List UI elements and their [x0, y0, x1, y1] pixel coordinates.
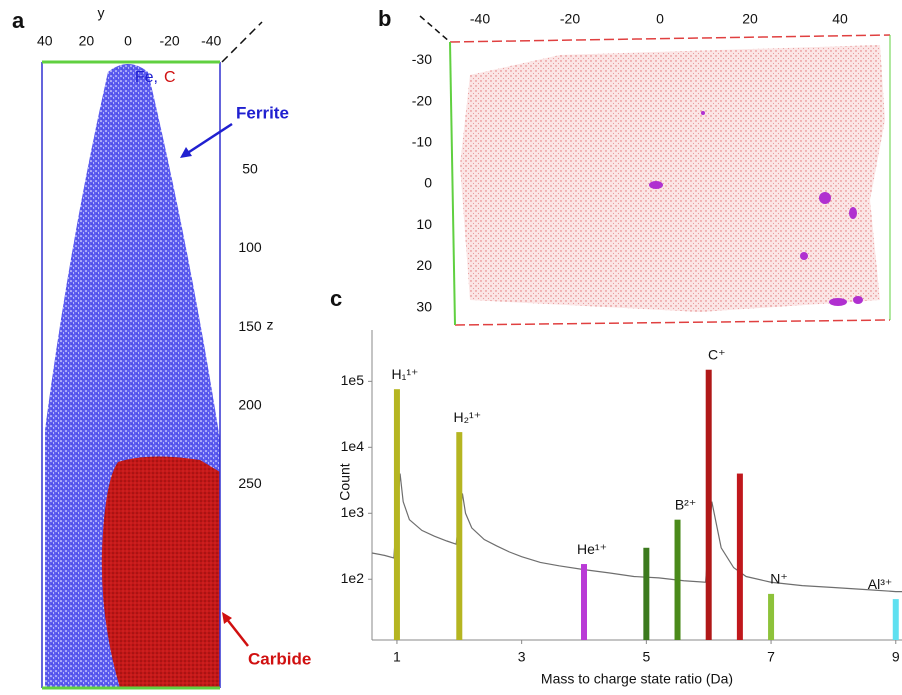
box-edge [454, 319, 891, 326]
peak [393, 389, 400, 640]
peak-label: B²⁺ [675, 496, 696, 512]
legend-fe: Fe, [135, 69, 158, 86]
peak-label: C⁺ [708, 346, 726, 362]
axis-title: z [267, 317, 274, 333]
arrow [185, 122, 233, 156]
panel-a: a y z Fe, C Ferrite Carbide [12, 5, 311, 690]
x-axis-title: Mass to charge state ratio (Da) [541, 671, 733, 687]
x-tick-label: -40 [470, 11, 490, 27]
y-tick-label: 30 [416, 298, 432, 314]
carbide-region [101, 456, 220, 688]
peak [456, 432, 463, 640]
y-tick-label: 0 [424, 175, 432, 191]
peak [674, 519, 681, 640]
peak-label: Al³⁺ [868, 576, 893, 592]
y-tick-label: -20 [412, 92, 432, 108]
peak-label: N⁺ [770, 571, 788, 587]
z-tick-label: 50 [242, 160, 258, 176]
y-tick-label: 40 [37, 33, 53, 49]
peak [643, 547, 650, 640]
cluster [800, 252, 808, 260]
y-tick-label: 0 [124, 33, 132, 49]
y-tick-label: 20 [416, 257, 432, 273]
legend-c: C [164, 69, 176, 86]
cluster [701, 111, 705, 115]
x-tick-label: 5 [642, 649, 650, 665]
peak-label: H₂¹⁺ [453, 409, 481, 425]
panel-label: b [378, 6, 391, 31]
box-edge [449, 41, 456, 326]
box-edge [419, 15, 451, 43]
y-tick-label: -40 [201, 33, 221, 49]
cluster [849, 207, 857, 219]
y-axis-title: Count [337, 463, 353, 500]
cluster [819, 192, 831, 204]
box-edge [449, 34, 891, 43]
y-tick-label: 1e4 [341, 438, 365, 454]
arrow-head [180, 147, 192, 158]
panel-b: b [378, 6, 891, 326]
x-tick-label: -20 [560, 11, 580, 27]
y-tick-label: 10 [416, 216, 432, 232]
y-tick-label: 1e5 [341, 372, 365, 388]
panel-label: a [12, 8, 25, 33]
box-edge [221, 21, 263, 63]
peak [581, 564, 587, 640]
peak [892, 599, 899, 640]
cluster [853, 296, 863, 304]
peak [736, 473, 743, 640]
panel-label: c [330, 286, 342, 311]
peak [705, 369, 712, 640]
annotation: Ferrite [236, 103, 289, 122]
annotation: Carbide [248, 649, 311, 668]
y-tick-label: -30 [412, 51, 432, 67]
axis-title: y [98, 5, 105, 21]
y-tick-label: 1e2 [341, 570, 365, 586]
spectrum-line [371, 473, 902, 593]
y-tick-label: 20 [79, 33, 95, 49]
z-tick-label: 250 [238, 475, 262, 491]
y-tick-label: -10 [412, 134, 432, 150]
x-tick-label: 3 [518, 649, 526, 665]
arrow-head [222, 612, 232, 624]
x-tick-label: 7 [767, 649, 775, 665]
x-tick-label: 40 [832, 11, 848, 27]
x-tick-label: 20 [742, 11, 758, 27]
arrow [225, 617, 249, 647]
cluster [649, 181, 663, 189]
clusters [649, 111, 863, 306]
cluster [829, 298, 847, 306]
x-tick-label: 1 [393, 649, 401, 665]
peak-label: H₁¹⁺ [391, 366, 418, 382]
peak [768, 593, 775, 640]
carbon-cloud [460, 45, 885, 312]
panel-c: c Count Mass to charge state ratio (Da) [330, 286, 902, 687]
x-tick-label: 0 [656, 11, 664, 27]
x-tick-label: 9 [892, 649, 900, 665]
peak-label: He¹⁺ [577, 541, 607, 557]
z-tick-label: 150 [238, 318, 262, 334]
y-tick-label: 1e3 [341, 504, 365, 520]
z-tick-label: 100 [238, 239, 262, 255]
z-tick-label: 200 [238, 397, 262, 413]
y-tick-label: -20 [159, 33, 179, 49]
